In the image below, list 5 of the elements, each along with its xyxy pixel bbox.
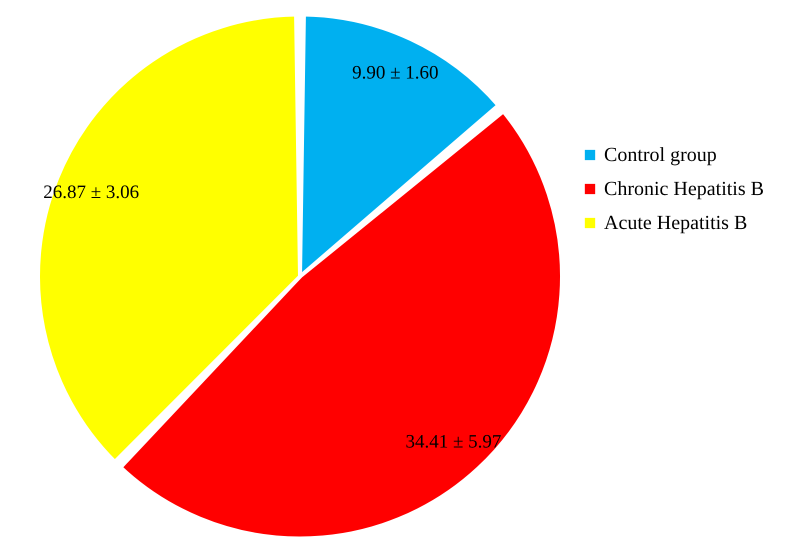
- data-label: 34.41 ± 5.97: [405, 432, 502, 453]
- legend-label: Acute Hepatitis B: [604, 212, 748, 234]
- data-label: 9.90 ± 1.60: [352, 62, 439, 84]
- legend-label: Chronic Hepatitis B: [604, 178, 764, 200]
- legend-label: Control group: [604, 144, 717, 166]
